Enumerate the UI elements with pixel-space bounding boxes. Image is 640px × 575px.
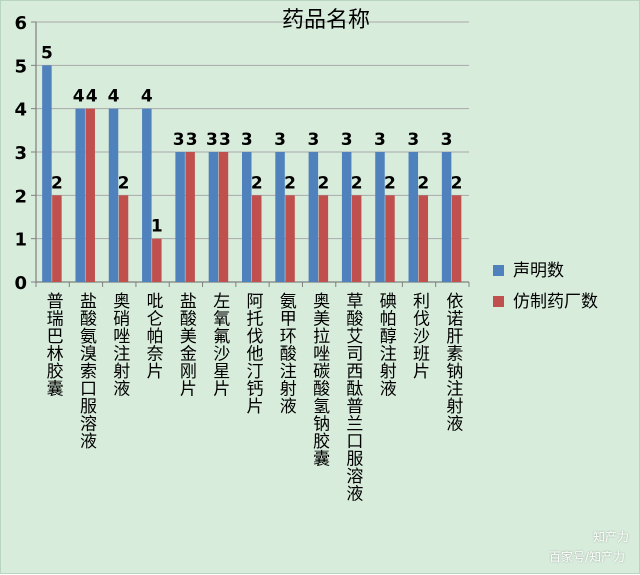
x-tick-label: 草酸艾司西酞普兰口服溶液 [342, 292, 363, 502]
data-label: 3 [274, 130, 286, 150]
chart-title: 药品名称 [282, 8, 370, 33]
bar-generic-makers [418, 195, 429, 282]
bar-generic-makers [285, 195, 295, 282]
y-tick-label: 0 [14, 273, 27, 294]
bar-generic-makers [118, 195, 129, 282]
x-tick-label: 依诺肝素钠注射液 [442, 292, 463, 432]
data-label: 2 [51, 173, 63, 193]
data-label: 3 [341, 130, 353, 150]
data-label: 3 [441, 130, 453, 150]
x-tick-label: 碘帕醇注射液 [376, 292, 397, 397]
bar-declarations [375, 152, 385, 282]
bar-generic-makers [152, 238, 162, 282]
bar-generic-makers [451, 195, 462, 282]
y-tick-labels: 0 1 2 3 4 5 6 [14, 13, 27, 294]
bar-generic-makers [318, 195, 329, 282]
data-label: 3 [374, 130, 386, 150]
data-label: 2 [384, 173, 396, 193]
bar-generic-makers [218, 152, 229, 282]
legend-swatch [493, 265, 504, 276]
y-tick-label: 1 [14, 230, 27, 251]
bar-generic-makers [252, 195, 262, 282]
legend-label: 声明数 [513, 261, 564, 281]
bar-declarations [175, 152, 185, 282]
data-label: 2 [417, 173, 429, 193]
x-tick-label: 盐酸美金刚片 [176, 292, 197, 397]
legend-swatch [493, 296, 504, 307]
bar-declarations [441, 152, 452, 282]
bar-generic-makers [85, 108, 95, 283]
bar-declarations [142, 108, 152, 283]
data-label: 2 [284, 173, 296, 193]
bar-declarations [75, 108, 85, 283]
data-label: 3 [219, 130, 231, 150]
bar-generic-makers [351, 195, 362, 282]
bar-generic-makers [185, 152, 195, 282]
data-label: 3 [307, 130, 319, 150]
bar-generic-makers [52, 195, 62, 282]
watermark-source: 百家号/知产力 [548, 550, 625, 564]
x-tick-label: 左氧氟沙星片 [209, 292, 230, 397]
data-label: 4 [73, 87, 85, 107]
data-label: 2 [118, 173, 130, 193]
x-tick-label: 氨甲环酸注射液 [276, 292, 297, 415]
x-tick-label: 阿托伐他汀钙片 [243, 292, 264, 415]
bar-declarations [242, 152, 252, 282]
data-label: 2 [451, 173, 463, 193]
x-tick-label: 吡仑帕奈片 [143, 292, 164, 380]
y-tick-label: 4 [14, 100, 27, 121]
data-label: 2 [351, 173, 363, 193]
bar-declarations [341, 152, 352, 282]
data-label: 2 [317, 173, 329, 193]
bar-declarations [408, 152, 419, 282]
data-label: 3 [407, 130, 419, 150]
data-label: 5 [41, 43, 53, 63]
x-tick-label: 普瑞巴林胶囊 [43, 292, 64, 397]
data-label: 4 [141, 87, 153, 107]
x-tick-label: 奥硝唑注射液 [109, 292, 129, 397]
x-tick-label: 奥美拉唑碳酸氢钠胶囊 [309, 292, 330, 467]
data-label: 3 [206, 130, 218, 150]
bar-declarations [42, 65, 52, 282]
x-tick-label: 利伐沙班片 [409, 292, 430, 380]
data-label: 3 [173, 130, 185, 150]
bars [42, 65, 462, 283]
x-tick-labels: 普瑞巴林胶囊 盐酸氨溴索口服溶液 奥硝唑注射液 吡仑帕奈片 盐酸美金刚片 左氧氟沙星片 阿托… [43, 292, 463, 502]
data-label: 3 [186, 130, 198, 150]
data-label: 4 [86, 87, 98, 107]
data-label: 3 [241, 130, 253, 150]
y-tick-label: 6 [14, 13, 27, 34]
bar-declarations [308, 152, 319, 282]
bar-declarations [275, 152, 285, 282]
legend-label: 仿制药厂数 [513, 292, 598, 312]
y-tick-label: 5 [14, 56, 27, 77]
data-label: 1 [151, 217, 163, 237]
data-label: 2 [251, 173, 263, 193]
data-label: 4 [108, 87, 120, 107]
y-tick-label: 2 [14, 186, 27, 207]
bar-declarations [108, 108, 119, 283]
y-tick-label: 3 [14, 143, 27, 164]
watermark-brand: 知产力 [592, 530, 629, 544]
x-tick-label: 盐酸氨溴索口服溶液 [76, 292, 97, 450]
bar-generic-makers [385, 195, 395, 282]
bar-declarations [208, 152, 219, 282]
